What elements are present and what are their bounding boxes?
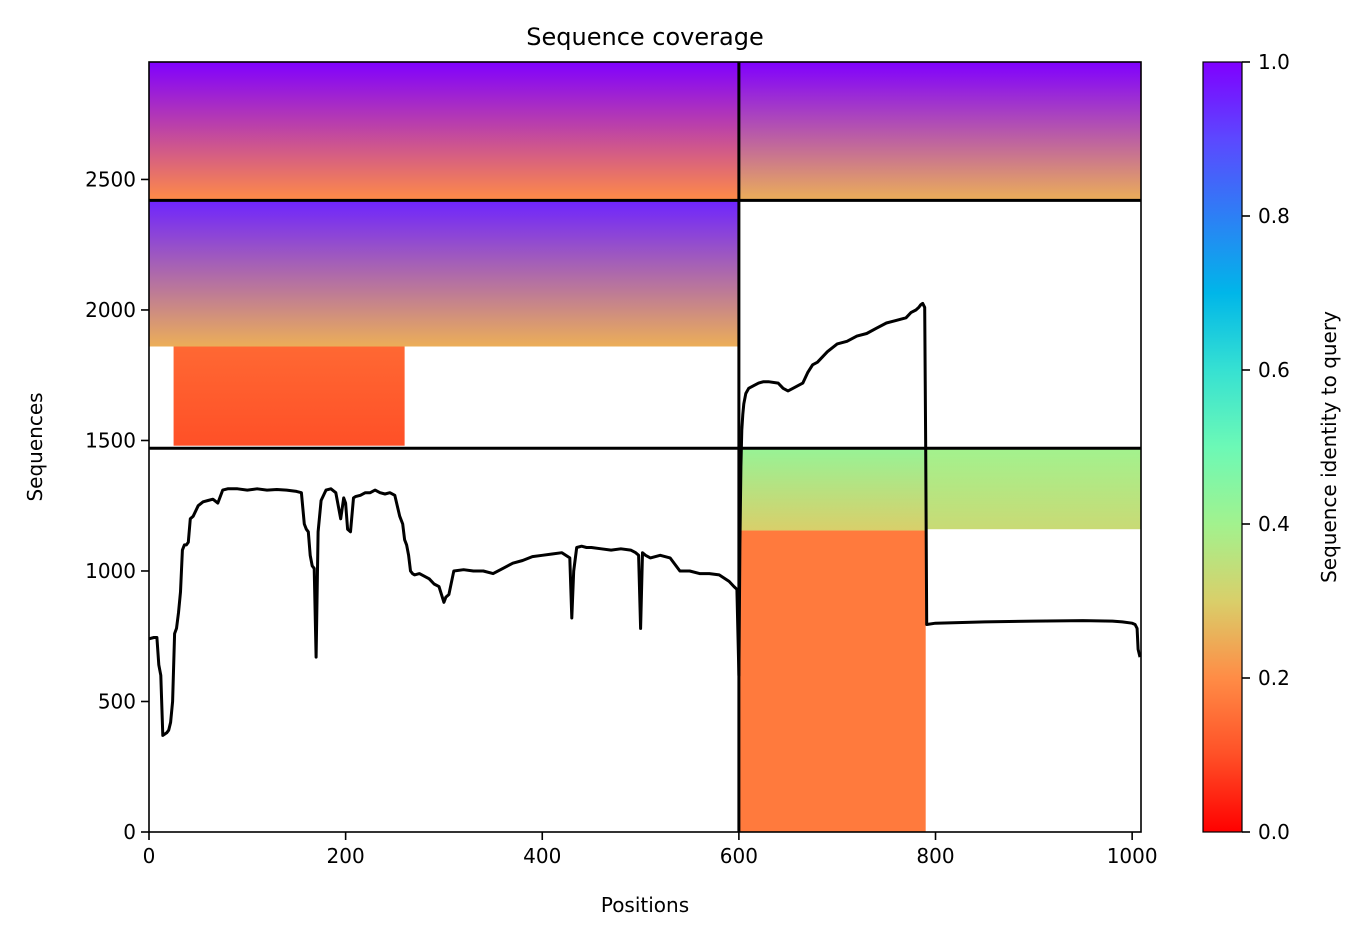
block-dividers <box>149 62 1141 832</box>
chart-title: Sequence coverage <box>526 23 763 51</box>
colorbar <box>1202 61 1243 833</box>
y-tick-label: 1500 <box>85 428 136 452</box>
heatmap-block <box>738 62 1141 201</box>
heatmap-block <box>149 200 739 347</box>
y-tick-label: 1000 <box>85 559 136 583</box>
heatmap-block <box>173 346 405 446</box>
y-axis: 0 500 1000 1500 2000 2500 <box>85 167 149 844</box>
heatmap-block <box>738 530 926 832</box>
colorbar-tick-label: 0.8 <box>1258 204 1290 228</box>
colorbar-tick-label: 0.6 <box>1258 358 1290 382</box>
colorbar-tick-label: 0.2 <box>1258 666 1290 690</box>
x-axis: 0 200 400 600 800 1000 <box>143 832 1158 868</box>
heatmap-block <box>925 448 1141 530</box>
y-tick-label: 500 <box>98 689 136 713</box>
x-tick-label: 200 <box>327 844 365 868</box>
heatmap-block <box>149 62 739 201</box>
y-tick-label: 2500 <box>85 167 136 191</box>
y-axis-title: Sequences <box>23 392 47 501</box>
x-tick-label: 400 <box>523 844 561 868</box>
y-tick-label: 0 <box>123 820 136 844</box>
y-tick-label: 2000 <box>85 298 136 322</box>
colorbar-axis: 0.0 0.2 0.4 0.6 0.8 1.0 <box>1242 50 1290 844</box>
colorbar-tick-label: 0.0 <box>1258 820 1290 844</box>
x-axis-title: Positions <box>601 893 689 917</box>
x-tick-label: 1000 <box>1107 844 1158 868</box>
plot-frame <box>148 61 1142 833</box>
coverage-line <box>149 301 1141 737</box>
colorbar-tick-label: 0.4 <box>1258 512 1290 536</box>
x-tick-label: 800 <box>916 844 954 868</box>
heatmap-blocks <box>149 62 1141 832</box>
coverage-line-layer <box>149 301 1141 737</box>
colorbar-label: Sequence identity to query <box>1317 311 1341 583</box>
colorbar-tick-label: 1.0 <box>1258 50 1290 74</box>
x-tick-label: 0 <box>143 844 156 868</box>
x-tick-label: 600 <box>720 844 758 868</box>
heatmap-block <box>738 448 926 531</box>
